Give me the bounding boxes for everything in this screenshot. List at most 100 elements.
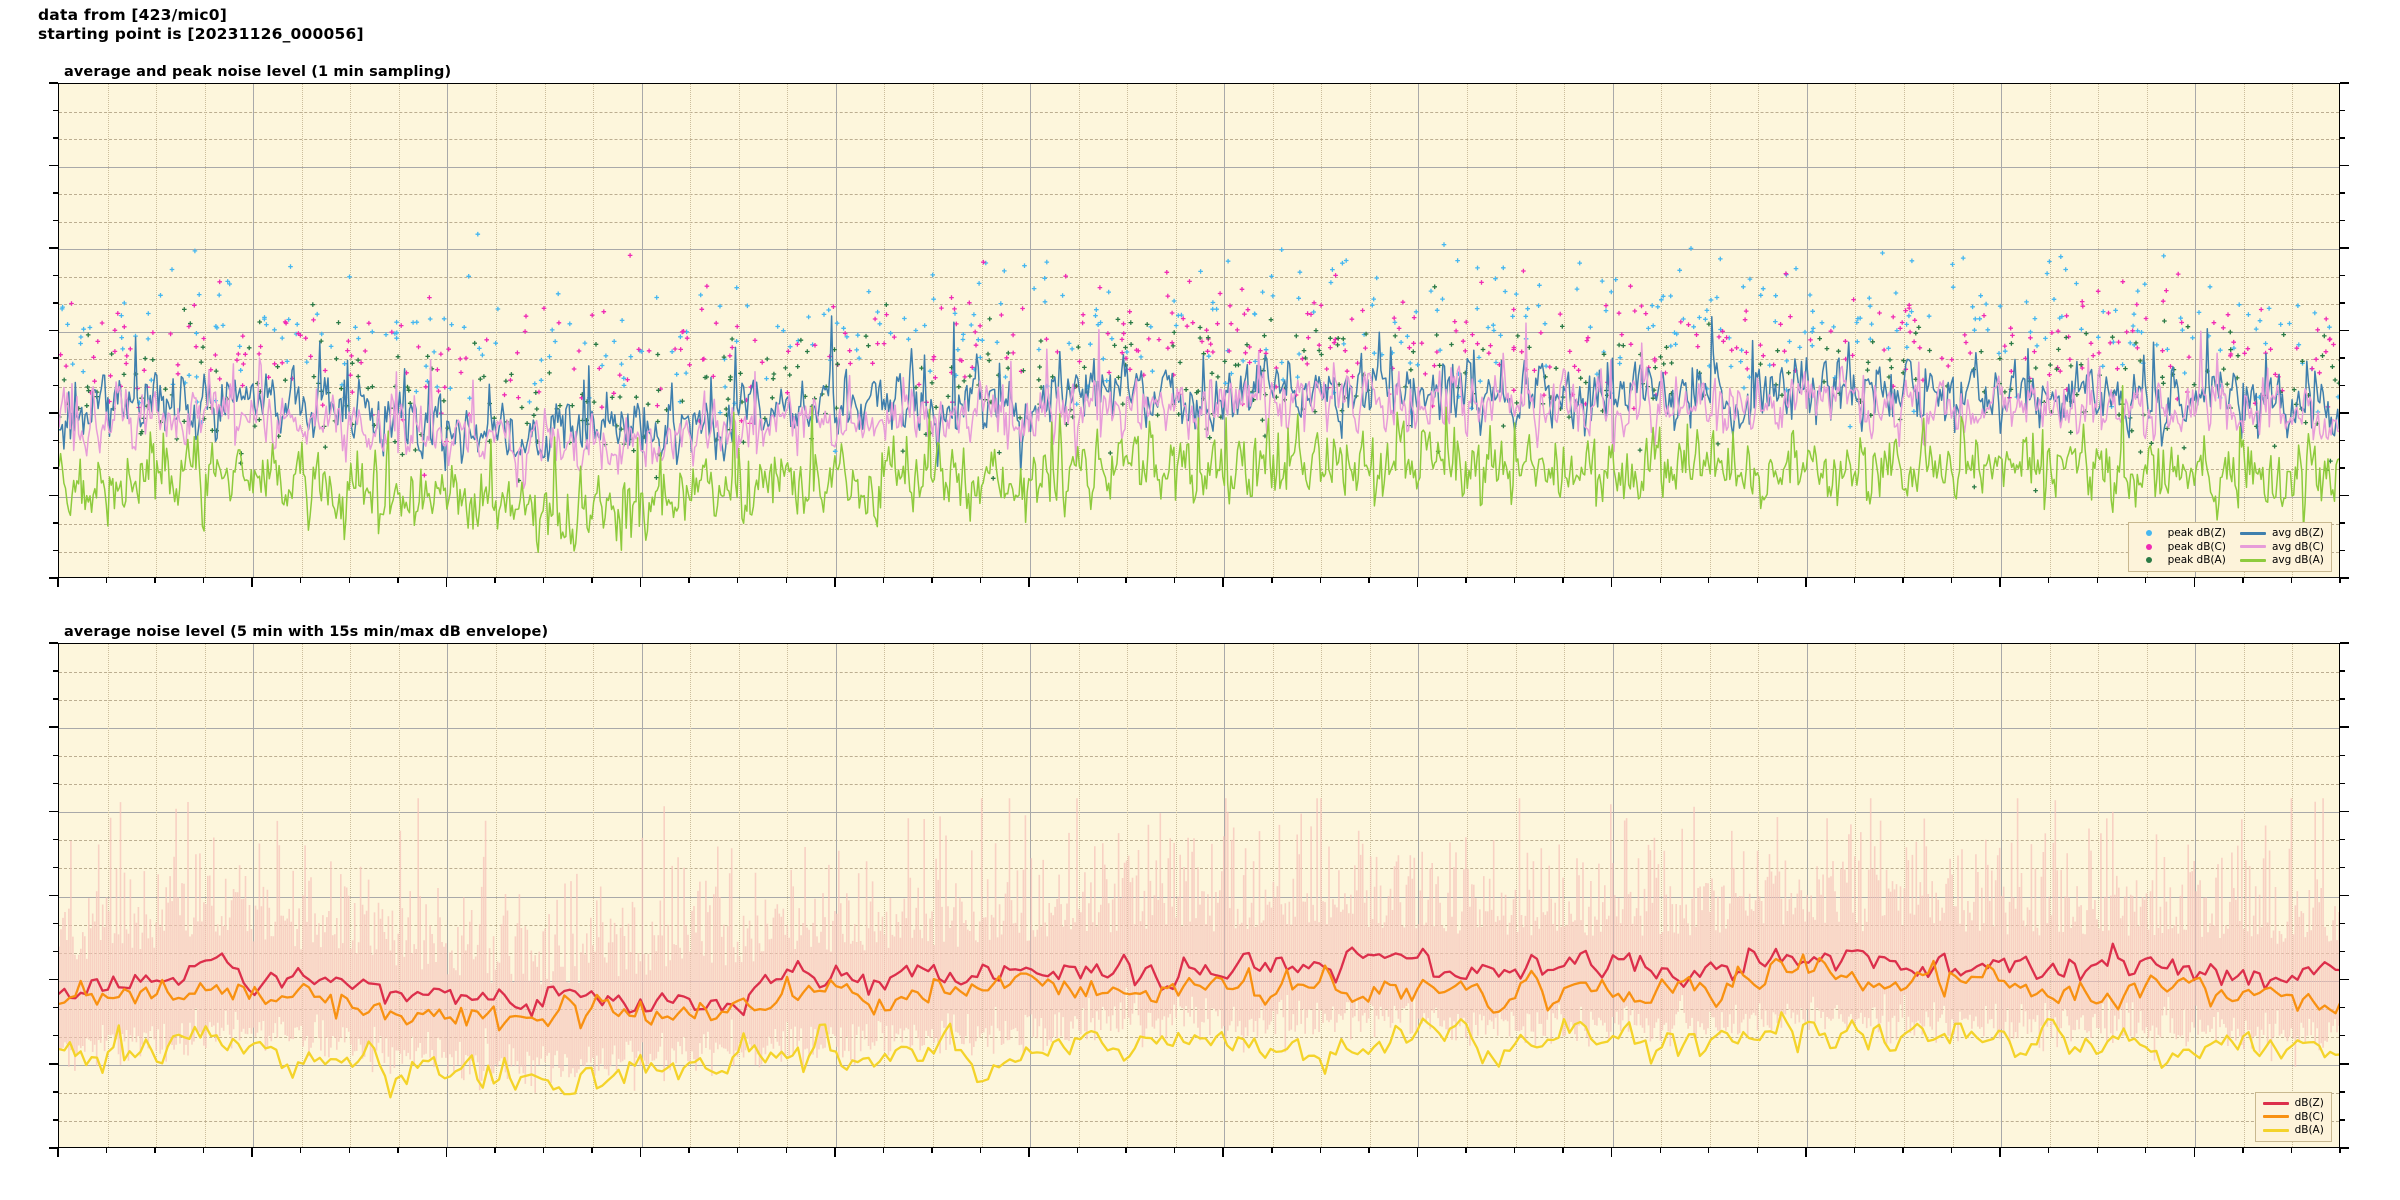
x-axis-tick bbox=[445, 578, 448, 587]
ytick-right bbox=[2340, 810, 2349, 813]
legend-item[interactable]: dB(A) bbox=[2262, 1124, 2324, 1137]
x-axis-tick-minor bbox=[1756, 1148, 1759, 1153]
x-axis-tick-minor bbox=[1465, 1148, 1467, 1153]
x-axis-tick-minor bbox=[2145, 1148, 2147, 1153]
gridline-major-vertical bbox=[1612, 84, 1614, 577]
x-axis-tick-minor bbox=[2290, 578, 2293, 583]
x-axis-tick-minor bbox=[591, 578, 593, 583]
x-axis-tick bbox=[1999, 578, 2001, 587]
x-axis-tick-minor bbox=[1271, 1148, 1273, 1153]
gridline-minor-vertical bbox=[2292, 84, 2294, 577]
x-axis-tick-minor bbox=[348, 578, 350, 583]
chart-title: average and peak noise level (1 min samp… bbox=[64, 64, 452, 80]
x-axis-tick-minor bbox=[979, 1148, 982, 1153]
legend-item[interactable]: peak dB(Z) bbox=[2136, 527, 2226, 540]
ytick-left bbox=[49, 329, 58, 332]
legend-label: dB(Z) bbox=[2294, 1097, 2324, 1109]
chart-legend[interactable]: dB(Z) dB(C) dB(A) bbox=[2254, 1092, 2332, 1142]
legend-label: dB(A) bbox=[2294, 1124, 2324, 1136]
gridline-major-horizontal bbox=[59, 728, 2339, 730]
gridline-minor-vertical bbox=[1709, 84, 1711, 577]
legend-item[interactable]: avg dB(A) bbox=[2239, 554, 2324, 567]
line-series bbox=[59, 384, 2339, 554]
ytick-minor-right bbox=[2340, 302, 2345, 304]
x-axis-tick bbox=[834, 1148, 836, 1157]
legend-item[interactable]: avg dB(Z) bbox=[2239, 527, 2324, 540]
x-axis-tick-minor bbox=[2290, 1148, 2293, 1153]
legend-item[interactable]: avg dB(C) bbox=[2239, 540, 2324, 554]
legend-marker-line-icon bbox=[2239, 531, 2266, 535]
ytick-minor-right bbox=[2340, 439, 2345, 442]
ytick-minor-left bbox=[53, 522, 58, 524]
legend-marker-line-icon bbox=[2262, 1115, 2289, 1119]
x-axis-tick-minor bbox=[2242, 1148, 2244, 1153]
x-axis-tick-minor bbox=[688, 578, 690, 583]
x-axis-tick-minor bbox=[2242, 578, 2244, 583]
gridline-minor-vertical bbox=[1467, 84, 1469, 577]
ytick-minor-left bbox=[53, 922, 58, 925]
gridline-minor-vertical bbox=[204, 84, 206, 577]
ytick-left bbox=[49, 894, 58, 897]
gridline-minor-vertical bbox=[1855, 84, 1857, 577]
gridline-major-vertical bbox=[641, 84, 643, 577]
x-axis-tick-minor bbox=[1950, 578, 1953, 583]
x-axis-tick-minor bbox=[1368, 578, 1370, 583]
x-axis-tick-minor bbox=[1562, 1148, 1564, 1153]
ytick-right bbox=[2340, 412, 2349, 414]
ytick-right bbox=[2340, 577, 2349, 579]
x-axis-tick-minor bbox=[882, 578, 885, 583]
x-axis-tick-minor bbox=[737, 1148, 739, 1153]
x-axis-tick-minor bbox=[300, 1148, 302, 1153]
ytick-minor-left bbox=[53, 384, 58, 387]
legend-item[interactable]: dB(Z) bbox=[2262, 1097, 2324, 1110]
x-axis-tick-minor bbox=[2339, 578, 2341, 583]
ytick-minor-left bbox=[53, 866, 58, 869]
gridline-minor-vertical bbox=[1564, 644, 1566, 1147]
x-axis-tick-minor bbox=[154, 578, 156, 583]
gridline-minor-vertical bbox=[544, 84, 546, 577]
gridline-minor-horizontal bbox=[59, 221, 2339, 223]
gridline-minor-vertical bbox=[1175, 644, 1177, 1147]
gridline-minor-vertical bbox=[350, 84, 352, 577]
x-axis-tick-minor bbox=[1076, 578, 1079, 583]
ytick-left bbox=[49, 412, 58, 414]
x-axis-tick-minor bbox=[1174, 578, 1176, 583]
legend-item[interactable]: peak dB(C) bbox=[2136, 541, 2226, 554]
x-axis-tick bbox=[1028, 1148, 1030, 1157]
gridline-minor-vertical bbox=[1515, 84, 1517, 577]
ytick-minor-left bbox=[53, 698, 58, 700]
gridline-minor-vertical bbox=[787, 84, 789, 577]
legend-label: peak dB(C) bbox=[2167, 540, 2226, 553]
legend-marker-line-icon bbox=[2262, 1101, 2289, 1105]
x-axis-tick-minor bbox=[1513, 1148, 1516, 1153]
ytick-left bbox=[49, 642, 58, 644]
gridline-minor-vertical bbox=[1369, 84, 1371, 577]
x-axis-tick-minor bbox=[1368, 1148, 1370, 1153]
x-axis-tick-minor bbox=[688, 1148, 690, 1153]
x-axis-tick-minor bbox=[1950, 1148, 1953, 1153]
ytick-minor-right bbox=[2340, 698, 2345, 700]
gridline-minor-vertical bbox=[398, 84, 400, 577]
ytick-minor-left bbox=[53, 838, 58, 841]
gridline-minor-horizontal bbox=[59, 1008, 2339, 1010]
ytick-left bbox=[49, 494, 58, 497]
chart-legend[interactable]: peak dB(Z) peak dB(C) peak dB(A) avg dB(Z) a… bbox=[2127, 522, 2332, 572]
gridline-minor-vertical bbox=[1709, 644, 1711, 1147]
x-axis-tick-minor bbox=[1659, 578, 1661, 583]
line-series bbox=[59, 322, 2339, 490]
legend-item[interactable]: peak dB(A) bbox=[2136, 554, 2226, 567]
x-axis-tick-minor bbox=[105, 1148, 108, 1153]
gridline-minor-vertical bbox=[204, 644, 206, 1147]
legend-item[interactable]: dB(C) bbox=[2262, 1111, 2324, 1124]
ytick-minor-right bbox=[2340, 838, 2345, 841]
series-canvas bbox=[59, 798, 2339, 1099]
gridline-minor-vertical bbox=[1758, 84, 1760, 577]
x-axis-tick-minor bbox=[1708, 578, 1710, 583]
gridline-minor-vertical bbox=[2243, 84, 2245, 577]
legend-label: avg dB(C) bbox=[2271, 540, 2324, 553]
legend-label: peak dB(Z) bbox=[2167, 527, 2226, 539]
ytick-right bbox=[2340, 164, 2349, 167]
chart-title: average noise level (5 min with 15s min/… bbox=[64, 624, 549, 640]
x-axis-tick bbox=[2193, 578, 2196, 587]
gridline-minor-vertical bbox=[156, 644, 158, 1147]
